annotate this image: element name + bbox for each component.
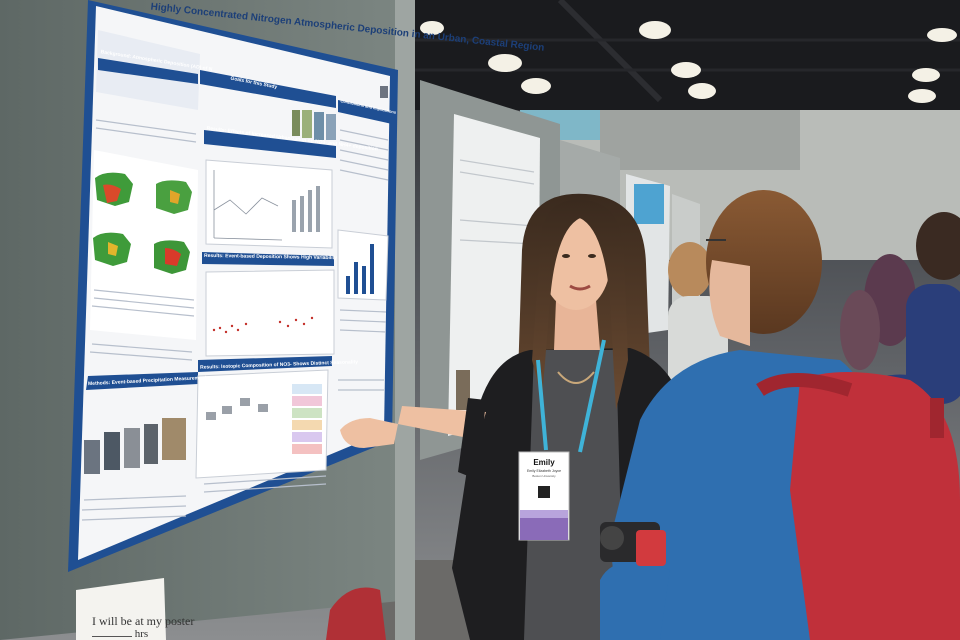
poster-sign-text: I will be at my poster: [92, 614, 194, 629]
badge-qr-code: [538, 486, 550, 498]
floor-bag: [326, 587, 386, 640]
foreground-visitor: [600, 190, 960, 640]
ceiling-lights: [420, 21, 957, 103]
us-map-figures: [93, 172, 192, 274]
badge-full-name: Emily Elizabeth Joyce: [526, 469, 562, 473]
lanyard: [536, 339, 606, 453]
color-heatmap: [292, 384, 322, 454]
poster-sign-line1: I will be at my poster: [92, 614, 195, 628]
methods-photos: [84, 418, 186, 474]
backpack: [790, 372, 960, 640]
poster-charts: [195, 159, 389, 479]
poster-sign-line2: hrs: [92, 628, 148, 640]
poster-sign-hrs: hrs: [134, 628, 149, 640]
badge-organization: Boston University: [532, 474, 556, 478]
badge-first-name: Emily: [533, 458, 555, 467]
poster-photos: [292, 110, 336, 140]
paper-sign: [76, 578, 166, 640]
scientific-poster: [68, 0, 398, 572]
